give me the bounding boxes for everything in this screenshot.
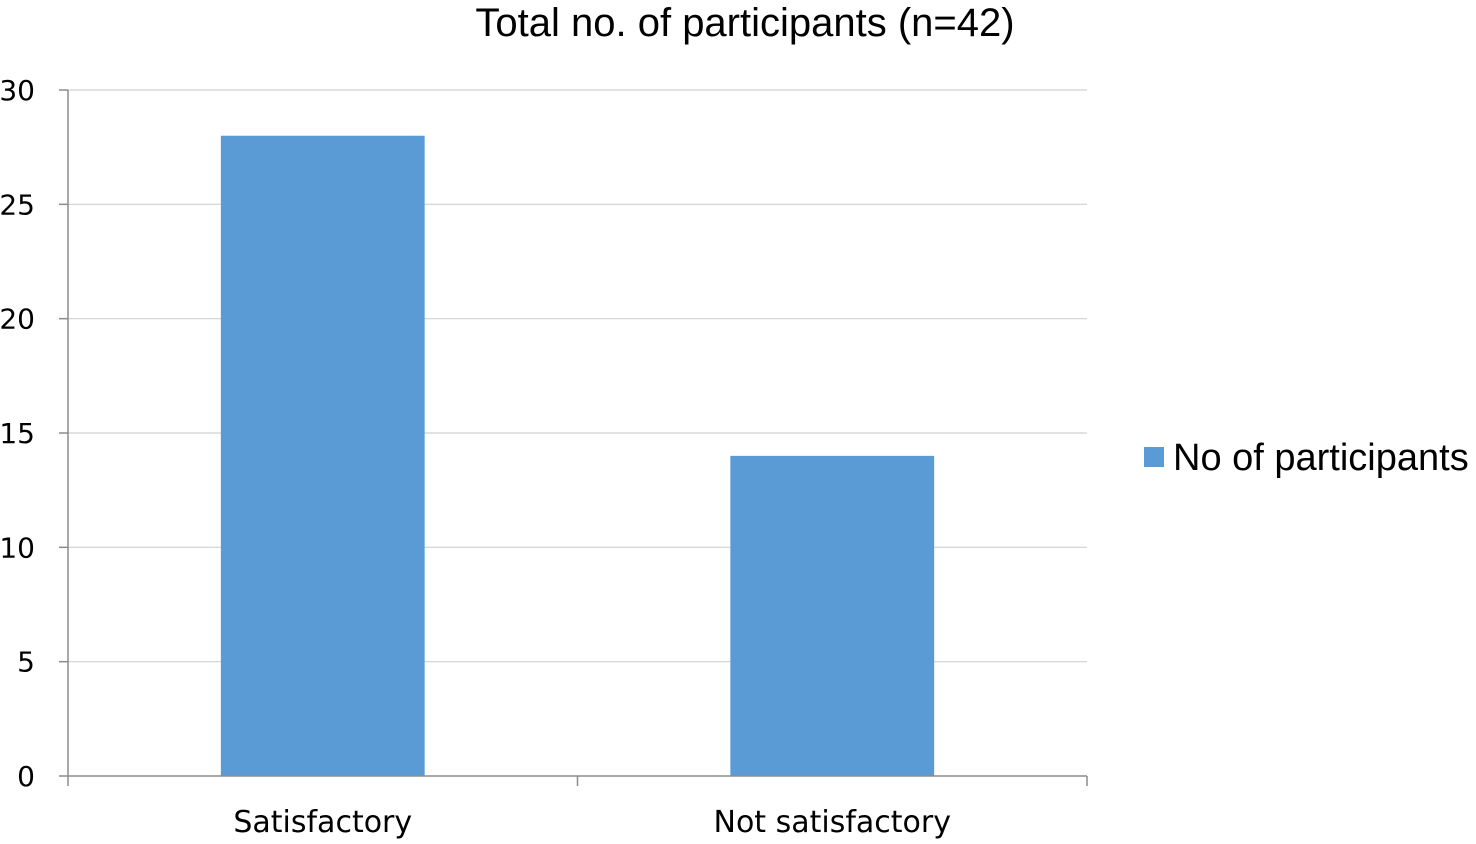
- y-tick-label: 30: [0, 74, 35, 107]
- y-tick-label: 25: [0, 188, 35, 221]
- bar-not-satisfactory: [730, 455, 935, 776]
- y-tick-label: 15: [0, 417, 35, 450]
- y-tick-label: 20: [0, 303, 35, 336]
- x-tick-label: Satisfactory: [233, 805, 412, 840]
- legend-label: No of participants: [1173, 437, 1469, 479]
- y-tick-label: 0: [17, 760, 35, 793]
- y-tick-label: 10: [0, 531, 35, 564]
- x-tick-labels: Satisfactory Not satisfactory: [233, 805, 951, 840]
- legend-swatch: [1144, 447, 1164, 467]
- y-tick-label: 5: [17, 646, 35, 679]
- bars: [220, 135, 935, 776]
- y-tick-labels: 0 5 10 15 20 25 30: [0, 74, 35, 793]
- axes: [67, 90, 1088, 786]
- bar-satisfactory: [220, 135, 425, 776]
- legend: No of participants: [1144, 437, 1469, 479]
- chart-title: Total no. of participants (n=42): [475, 1, 1014, 45]
- x-tick-label: Not satisfactory: [714, 805, 951, 840]
